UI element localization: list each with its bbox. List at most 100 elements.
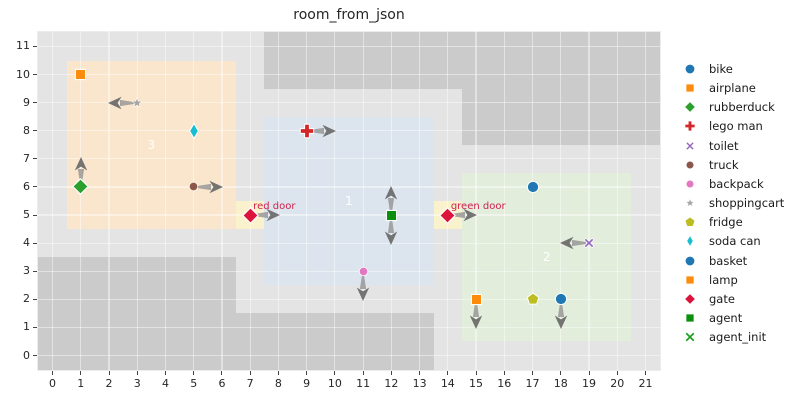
legend-marker-circle-small-icon bbox=[680, 160, 700, 170]
orientation-arrow-down-icon bbox=[384, 218, 398, 245]
x-tick-14 bbox=[447, 371, 449, 375]
x-tick-label-19: 19 bbox=[582, 377, 596, 390]
x-tick-label-11: 11 bbox=[356, 377, 371, 390]
x-tick-2 bbox=[108, 371, 110, 375]
legend-marker-pentagon-icon bbox=[680, 216, 700, 228]
legend-item-label: toilet bbox=[709, 138, 739, 153]
door-label-1: green door bbox=[450, 201, 506, 213]
x-tick-10 bbox=[334, 371, 336, 375]
y-tick-label-3: 3 bbox=[23, 264, 30, 278]
y-tick-11 bbox=[33, 45, 37, 47]
y-tick-label-6: 6 bbox=[23, 179, 30, 193]
x-tick-11 bbox=[362, 371, 364, 375]
x-tick-label-6: 6 bbox=[218, 377, 226, 390]
legend-marker-diamond-icon bbox=[680, 292, 700, 305]
plot-area: 3 1 2 red door green door bbox=[37, 31, 661, 371]
marker-brown-circle-icon bbox=[188, 181, 199, 192]
marker-blue-circle-a-icon bbox=[526, 180, 540, 194]
orientation-arrow-right-icon bbox=[197, 180, 224, 194]
orientation-arrow-left-icon bbox=[559, 236, 586, 250]
y-tick-label-1: 1 bbox=[23, 320, 30, 334]
x-tick-0 bbox=[52, 371, 54, 375]
x-tick-5 bbox=[193, 371, 195, 375]
x-tick-7 bbox=[249, 371, 251, 375]
x-tick-label-14: 14 bbox=[440, 377, 455, 390]
marker-orange-square-b-icon bbox=[469, 292, 484, 307]
wall-rect-3 bbox=[236, 313, 434, 370]
marker-crimson-diamond-green-door-icon bbox=[439, 206, 457, 224]
y-tick-label-2: 2 bbox=[23, 292, 30, 306]
orientation-arrow-up-icon bbox=[384, 185, 398, 212]
x-tick-label-20: 20 bbox=[610, 377, 625, 390]
x-tick-12 bbox=[390, 371, 392, 375]
legend-marker-star-icon bbox=[680, 198, 700, 208]
x-tick-13 bbox=[419, 371, 421, 375]
marker-olive-pentagon-icon bbox=[526, 292, 540, 306]
wall-rect-2 bbox=[38, 257, 237, 370]
x-tick-label-15: 15 bbox=[469, 377, 484, 390]
legend-item-bike: bike bbox=[676, 61, 733, 77]
legend-item-gate: gate bbox=[676, 291, 735, 307]
marker-orange-square-a-icon bbox=[73, 67, 88, 82]
orientation-arrow-down-icon bbox=[469, 302, 483, 329]
legend-item-label: bike bbox=[709, 62, 733, 76]
orientation-arrow-right-icon bbox=[451, 208, 478, 222]
x-tick-8 bbox=[277, 371, 279, 375]
x-tick-6 bbox=[221, 371, 223, 375]
x-tick-21 bbox=[644, 371, 646, 375]
y-tick-label-10: 10 bbox=[16, 67, 30, 81]
x-tick-label-18: 18 bbox=[553, 377, 568, 390]
legend-item-shoppingcart: shoppingcart bbox=[676, 195, 784, 211]
legend-item-basket: basket bbox=[676, 253, 747, 269]
legend-marker-x-thin-icon bbox=[680, 331, 700, 343]
legend-item-airplane: airplane bbox=[676, 80, 756, 96]
legend-marker-square-icon bbox=[680, 82, 700, 94]
legend-item-backpack: backpack bbox=[676, 176, 764, 192]
legend-item-label: gate bbox=[709, 291, 735, 306]
marker-green-diamond-icon bbox=[72, 178, 89, 196]
room-label-1: 1 bbox=[345, 194, 353, 208]
legend-item-label: backpack bbox=[709, 176, 764, 191]
x-tick-label-3: 3 bbox=[133, 377, 141, 390]
orientation-arrow-right-icon bbox=[253, 208, 280, 222]
x-tick-label-21: 21 bbox=[638, 377, 653, 390]
room-label-2: 2 bbox=[542, 250, 551, 265]
room-label-3: 3 bbox=[147, 137, 156, 152]
legend-item-toilet: toilet bbox=[676, 138, 739, 154]
x-tick-label-10: 10 bbox=[327, 377, 342, 390]
legend-item-agent: agent bbox=[676, 310, 742, 326]
legend-marker-diamond-icon bbox=[680, 101, 700, 114]
orientation-arrow-down-icon bbox=[554, 302, 568, 329]
wall-rect-0 bbox=[264, 32, 660, 89]
legend-item-lego-man: lego man bbox=[676, 118, 763, 134]
legend-marker-circle-small-icon bbox=[680, 179, 700, 189]
x-tick-19 bbox=[588, 371, 590, 375]
marker-gray-star-icon bbox=[131, 97, 143, 109]
marker-pink-circle-icon bbox=[358, 266, 369, 277]
legend-item-soda-can: soda can bbox=[676, 233, 761, 249]
y-tick-label-5: 5 bbox=[23, 208, 30, 222]
y-tick-2 bbox=[33, 298, 37, 300]
legend-item-label: agent_init bbox=[709, 330, 767, 345]
legend-marker-circle-icon bbox=[680, 63, 700, 75]
x-tick-label-2: 2 bbox=[105, 377, 113, 390]
legend-item-rubberduck: rubberduck bbox=[676, 99, 775, 115]
x-tick-4 bbox=[164, 371, 166, 375]
x-tick-1 bbox=[80, 371, 82, 375]
x-tick-label-16: 16 bbox=[497, 377, 512, 390]
room-rect-1 bbox=[264, 116, 434, 286]
y-tick-6 bbox=[33, 186, 37, 188]
legend-marker-square-icon bbox=[680, 274, 700, 286]
door-label-0: red door bbox=[253, 201, 296, 213]
legend-item-label: shoppingcart bbox=[709, 196, 785, 211]
legend-marker-plus-icon bbox=[680, 120, 700, 132]
room-rect-3 bbox=[66, 60, 237, 230]
legend-item-lamp: lamp bbox=[676, 272, 738, 288]
y-tick-9 bbox=[33, 102, 37, 104]
legend-item-label: rubberduck bbox=[709, 100, 775, 115]
legend-item-label: truck bbox=[709, 157, 739, 172]
legend-marker-thin-diamond-icon bbox=[680, 235, 700, 248]
legend-item-label: fridge bbox=[709, 215, 743, 230]
orientation-arrow-right-icon bbox=[310, 124, 337, 138]
